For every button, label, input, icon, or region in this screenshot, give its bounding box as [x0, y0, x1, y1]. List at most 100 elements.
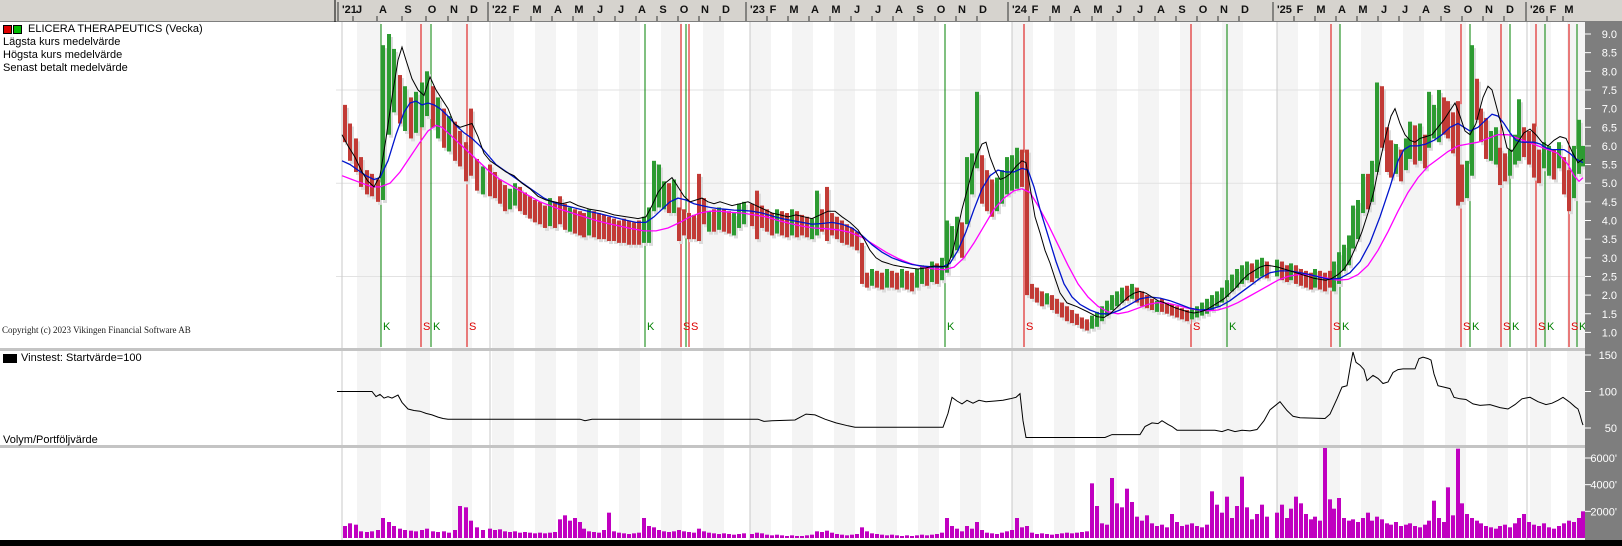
month-label: '22	[492, 4, 507, 16]
month-label: S	[404, 4, 411, 16]
month-label: A	[638, 4, 646, 16]
price-axis-label: 6.0	[1602, 141, 1617, 153]
month-bands-layer	[357, 22, 1585, 540]
svg-text:K: K	[1229, 321, 1237, 333]
year-gridlines	[341, 22, 1528, 540]
price-axis-label: 7.5	[1602, 85, 1617, 97]
svg-text:S: S	[1026, 321, 1033, 333]
green-candle-swatch-icon	[13, 25, 22, 34]
price-axis-label: 8.0	[1602, 66, 1617, 78]
month-label: O	[937, 4, 946, 16]
month-label: M	[1051, 4, 1060, 16]
panel-dividers	[0, 348, 1622, 448]
month-label: D	[470, 4, 478, 16]
month-label: M	[1564, 4, 1573, 16]
month-label: A	[1073, 4, 1081, 16]
month-label: F	[513, 4, 520, 16]
price-axis-label: 3.0	[1602, 253, 1617, 265]
month-label: '21	[342, 4, 357, 16]
month-label: M	[1316, 4, 1325, 16]
ma-lagsta-line	[341, 124, 1584, 315]
profit-panel-label: Vinstest: Startvärde=100	[21, 352, 142, 364]
month-label: '25	[1277, 4, 1292, 16]
month-label: O	[428, 4, 437, 16]
price-axis-label: 1.0	[1602, 327, 1617, 339]
svg-text:S: S	[1503, 321, 1510, 333]
month-label: J	[356, 4, 362, 16]
month-label: N	[701, 4, 709, 16]
price-axis-label: 9.0	[1602, 29, 1617, 41]
month-label: J	[875, 4, 881, 16]
profit-line-swatch-icon	[3, 353, 17, 363]
price-axis-label: 4.5	[1602, 197, 1617, 209]
month-label: M	[1093, 4, 1102, 16]
instrument-legend: ELICERA THERAPEUTICS (Vecka) Lägsta kurs…	[3, 23, 203, 75]
month-label: F	[770, 4, 777, 16]
month-label: M	[532, 4, 541, 16]
month-label: D	[979, 4, 987, 16]
svg-text:S: S	[1538, 321, 1545, 333]
copyright-text: Copyright (c) 2023 Vikingen Financial So…	[2, 325, 191, 335]
price-axis-label: 5.0	[1602, 178, 1617, 190]
price-axis-label: 3.5	[1602, 234, 1617, 246]
month-label: M	[789, 4, 798, 16]
month-label: M	[1358, 4, 1367, 16]
month-label: N	[450, 4, 458, 16]
price-axis-label: 2.5	[1602, 271, 1617, 283]
month-label: A	[1157, 4, 1165, 16]
month-label: N	[1485, 4, 1493, 16]
profit-axis-label: 150	[1599, 350, 1617, 362]
legend-item-lagsta: Lägsta kurs medelvärde	[3, 36, 121, 48]
right-axis: 9.0 8.5 8.0 7.5 7.0 6.5 6.0 5.5 5.0 4.5 4.0 3.5 3.0 2…	[1585, 22, 1622, 540]
price-axis-label: 8.5	[1602, 48, 1617, 60]
svg-text:S: S	[1463, 321, 1470, 333]
month-label: F	[1032, 4, 1039, 16]
month-label: O	[680, 4, 689, 16]
volume-bars-layer	[343, 447, 1585, 538]
red-candle-swatch-icon	[3, 25, 12, 34]
svg-text:K: K	[1547, 321, 1555, 333]
month-label: A	[379, 4, 387, 16]
price-axis-label: 1.5	[1602, 309, 1617, 321]
instrument-title: ELICERA THERAPEUTICS (Vecka)	[28, 23, 203, 35]
svg-text:S: S	[1333, 321, 1340, 333]
svg-text:K: K	[647, 321, 655, 333]
price-axis-label: 5.5	[1602, 160, 1617, 172]
svg-text:S: S	[469, 321, 476, 333]
price-axis-label: 7.0	[1602, 104, 1617, 116]
svg-text:K: K	[1342, 321, 1350, 333]
ma-senast-line	[341, 45, 1584, 319]
month-label: S	[1178, 4, 1185, 16]
volume-axis-label: 6000'	[1590, 453, 1617, 465]
profit-axis-label: 100	[1599, 387, 1617, 399]
profit-panel-legend: Vinstest: Startvärde=100	[3, 352, 142, 364]
month-label: F	[1297, 4, 1304, 16]
profit-axis-label: 50	[1605, 423, 1617, 435]
month-label: A	[811, 4, 819, 16]
svg-text:K: K	[433, 321, 441, 333]
month-label: O	[1199, 4, 1208, 16]
price-axis-label: 2.0	[1602, 290, 1617, 302]
price-axis-label: 4.0	[1602, 216, 1617, 228]
month-label: A	[895, 4, 903, 16]
svg-text:K: K	[947, 321, 955, 333]
top-axis: '21 J A S O N D '22 F M A M J J A S O N D '23 F M A M J J A S O N D '24…	[0, 0, 1622, 22]
svg-text:S: S	[1193, 321, 1200, 333]
volume-panel-label: Volym/Portföljvärde	[3, 434, 98, 446]
month-label: N	[958, 4, 966, 16]
bottom-bar	[0, 540, 1622, 546]
svg-text:S: S	[691, 321, 698, 333]
month-label: D	[1506, 4, 1514, 16]
month-label: D	[722, 4, 730, 16]
svg-text:K: K	[1579, 321, 1587, 333]
svg-text:S: S	[683, 321, 690, 333]
profit-line	[337, 351, 1584, 438]
month-label: S	[659, 4, 666, 16]
month-label: F	[1550, 4, 1557, 16]
month-label: S	[916, 4, 923, 16]
svg-text:K: K	[1472, 321, 1480, 333]
month-label: J	[597, 4, 603, 16]
month-label: M	[574, 4, 583, 16]
